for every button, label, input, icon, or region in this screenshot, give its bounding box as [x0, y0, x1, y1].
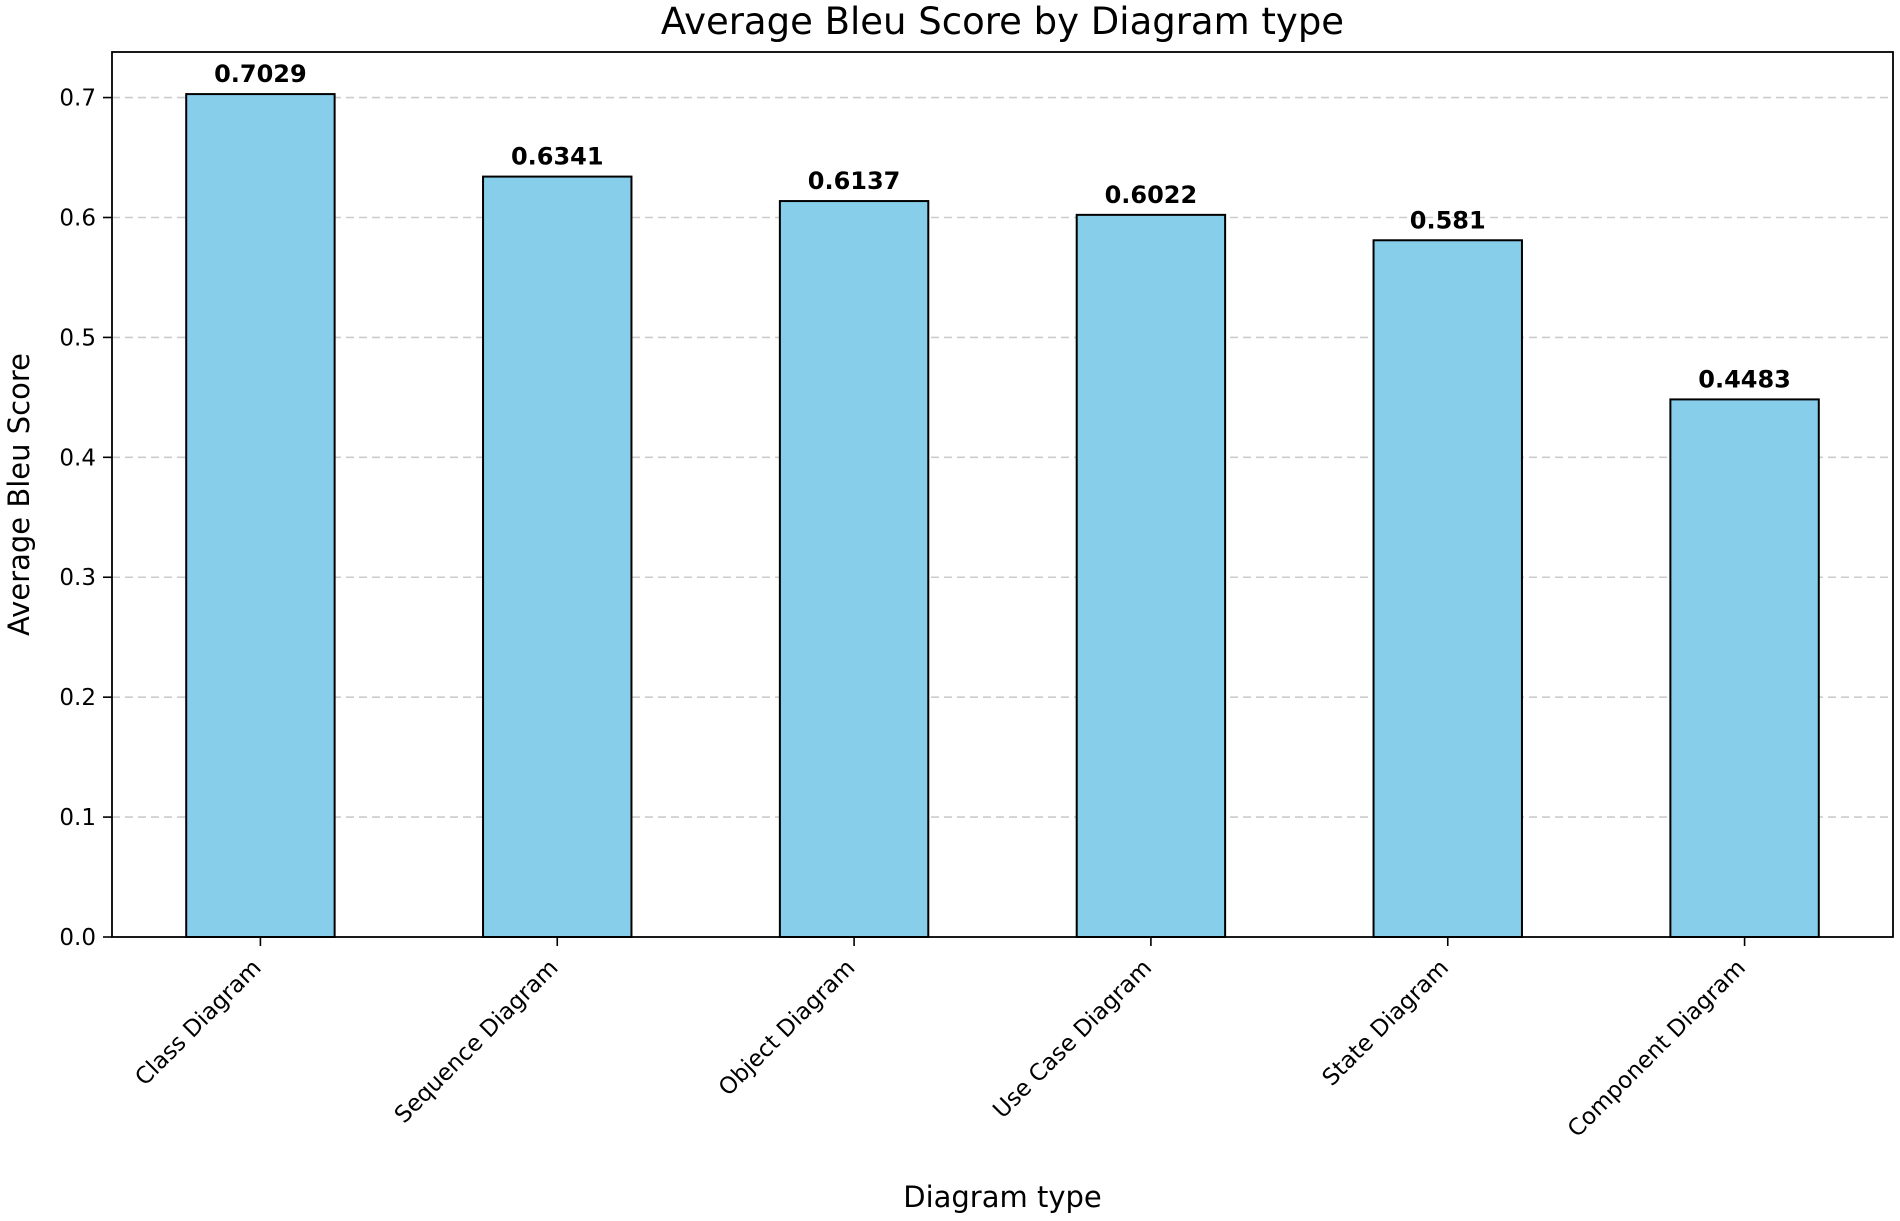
value-labels: 0.7029 0.6341 0.6137 0.6022 0.581 0.4483 [214, 60, 1791, 393]
bars [185, 93, 1820, 939]
y-tick-label: 0.0 [59, 925, 96, 951]
y-axis: 0.0 0.1 0.2 0.3 0.4 0.5 0.6 0.7 [59, 86, 112, 951]
bar [1669, 398, 1820, 938]
bar [1372, 239, 1523, 939]
y-axis-label: Average Bleu Score [2, 353, 36, 636]
y-tick-label: 0.4 [59, 445, 96, 471]
x-tick-label: Component Diagram [1563, 955, 1751, 1143]
x-tick-label: Use Case Diagram [988, 955, 1157, 1124]
bar [482, 175, 633, 939]
plot-border [111, 51, 1894, 938]
y-tick-label: 0.5 [59, 325, 96, 351]
x-axis-label: Diagram type [903, 1180, 1102, 1214]
bar-value-label: 0.6341 [511, 143, 604, 171]
bar [1075, 213, 1227, 938]
y-tick-label: 0.7 [59, 86, 96, 112]
plot-frame [111, 51, 1894, 938]
bar-value-label: 0.4483 [1698, 365, 1791, 393]
bar-value-label: 0.7029 [214, 60, 307, 88]
bar [185, 93, 336, 938]
bar-value-label: 0.581 [1410, 206, 1486, 234]
y-tick-label: 0.1 [59, 805, 96, 831]
y-tick-label: 0.3 [59, 565, 96, 591]
x-tick-label: Object Diagram [714, 955, 860, 1101]
bar-value-label: 0.6137 [808, 167, 901, 195]
grid-lines [112, 96, 1893, 818]
x-tick-label: State Diagram [1318, 955, 1454, 1091]
x-axis: Class Diagram Sequence Diagram Object Diag… [130, 937, 1751, 1143]
y-tick-label: 0.2 [59, 685, 96, 711]
y-tick-label: 0.6 [59, 205, 96, 231]
chart-title: Average Bleu Score by Diagram type [661, 0, 1344, 43]
x-tick-label: Sequence Diagram [390, 955, 564, 1129]
bar [778, 200, 930, 938]
x-tick-label: Class Diagram [130, 955, 266, 1091]
bar-value-label: 0.6022 [1105, 181, 1198, 209]
